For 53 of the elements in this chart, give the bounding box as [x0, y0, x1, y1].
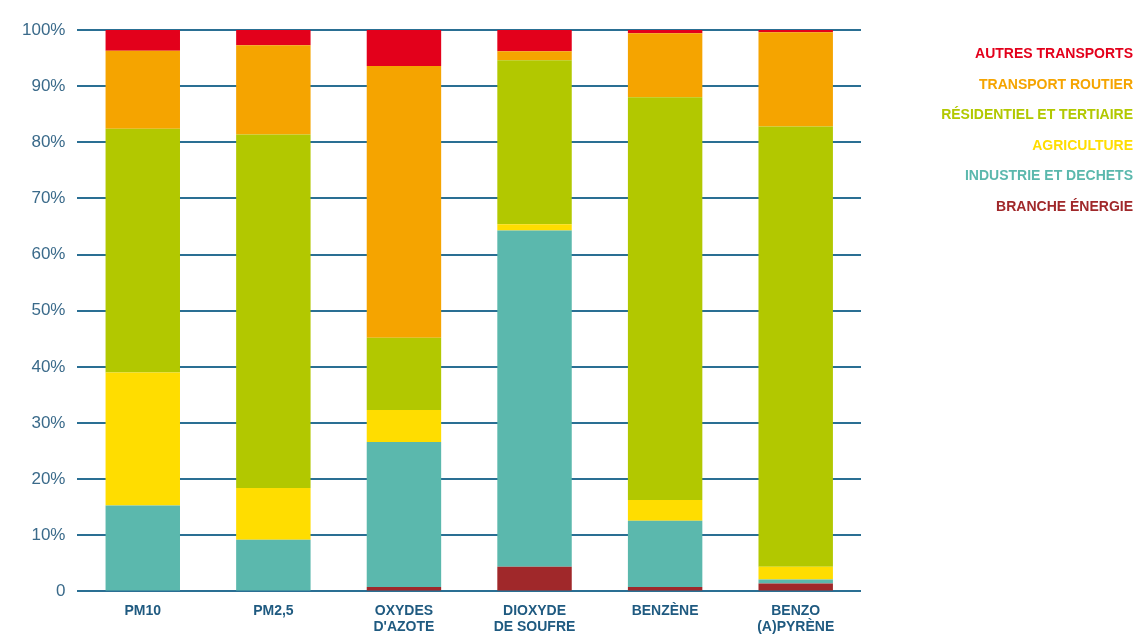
x-tick-label: BENZO (A)PYRÈNE	[757, 601, 835, 635]
y-tick-label: 60%	[31, 244, 66, 264]
bar	[497, 566, 572, 591]
bar	[497, 30, 572, 52]
bar	[105, 128, 180, 373]
bar	[758, 566, 833, 580]
bar	[366, 442, 442, 587]
y-tick-label: 90%	[31, 75, 66, 95]
y-tick-label: 80%	[31, 131, 66, 151]
bar	[236, 30, 311, 46]
bar	[366, 30, 442, 66]
bar	[105, 372, 180, 506]
bar	[758, 579, 833, 584]
text: RÉSIDENTIEL ET TERTIAIRE	[941, 105, 1133, 124]
bar	[236, 488, 311, 540]
bar	[236, 134, 311, 489]
y-tick-label: 100%	[22, 19, 66, 39]
text: AUTRES TRANSPORTS	[974, 44, 1133, 63]
bar	[627, 33, 703, 98]
x-tick-label: OXYDES D'AZOTE	[373, 601, 435, 635]
y-tick-label: 50%	[31, 300, 66, 320]
x-tick-label: PM2,5	[253, 601, 294, 618]
x-tick-label: BENZÈNE	[631, 601, 699, 618]
bar	[105, 505, 180, 591]
bar	[497, 230, 572, 567]
y-tick-label: 40%	[31, 356, 66, 376]
bar	[236, 539, 311, 591]
bar	[497, 51, 572, 61]
bar	[366, 337, 442, 411]
y-tick-label: 70%	[31, 188, 66, 208]
bar	[236, 45, 311, 135]
bar	[105, 30, 180, 51]
bar	[366, 410, 442, 443]
text: BRANCHE ÉNERGIE	[995, 196, 1133, 216]
y-tick-label: 0	[56, 581, 66, 601]
bar	[497, 60, 572, 225]
text: AGRICULTURE	[1031, 135, 1133, 155]
bar	[758, 32, 833, 127]
bar	[627, 499, 703, 521]
text: TRANSPORT ROUTIER	[978, 74, 1133, 94]
bar	[366, 65, 442, 338]
bar	[627, 520, 703, 587]
y-tick-label: 30%	[31, 412, 66, 432]
x-tick-label: DIOXYDE DE SOUFRE	[493, 601, 576, 635]
y-tick-label: 20%	[31, 468, 66, 488]
bar	[758, 126, 833, 567]
x-tick-label: PM10	[124, 601, 162, 618]
bar	[105, 50, 180, 129]
bar	[758, 30, 833, 33]
bar	[497, 224, 572, 231]
y-tick-label: 10%	[31, 524, 66, 544]
text: INDUSTRIE ET DECHETS	[964, 166, 1133, 185]
bar	[627, 97, 703, 500]
